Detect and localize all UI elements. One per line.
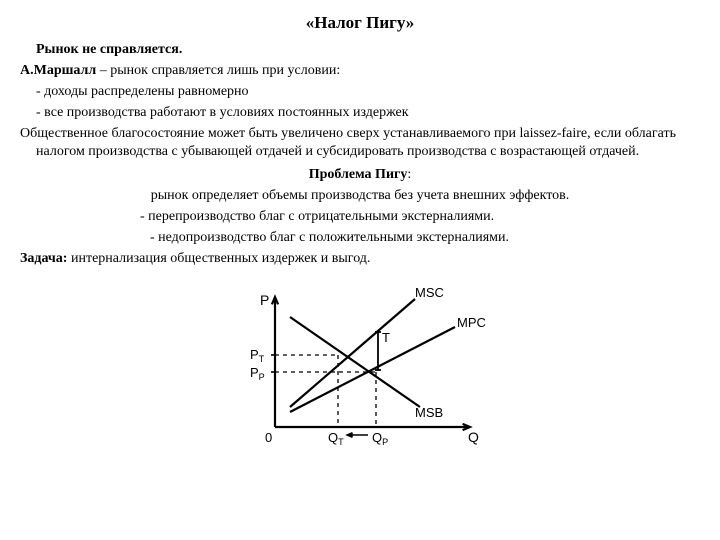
para-welfare: Общественное благосостояние может быть у…	[20, 125, 700, 163]
svg-text:MSC: MSC	[415, 285, 444, 300]
line-market-fails: Рынок не справляется.	[20, 41, 700, 60]
svg-text:MSB: MSB	[415, 405, 443, 420]
svg-text:T: T	[382, 330, 390, 345]
text: – рынок справляется лишь при условии:	[96, 63, 340, 78]
line-marshall: А.Маршалл – рынок справляется лишь при у…	[20, 62, 700, 81]
bullet-overproduction: - перепроизводство благ с отрицательными…	[20, 208, 700, 227]
svg-text:Q: Q	[468, 429, 479, 445]
svg-text:P: P	[260, 292, 269, 308]
line-task: Задача: интернализация общественных изде…	[20, 250, 700, 269]
text: интернализация общественных издержек и в…	[67, 251, 370, 266]
text-bold: Задача:	[20, 251, 67, 266]
text-bold: Рынок не справляется.	[36, 42, 182, 57]
line-market-volumes: рынок определяет объемы производства без…	[20, 187, 700, 206]
bullet-underproduction: - недопроизводство благ с положительными…	[20, 229, 700, 248]
text-bold: А.Маршалл	[20, 63, 96, 78]
svg-text:0: 0	[265, 430, 272, 445]
pigou-chart: PQ0MSCMPCMSBTPTPPQTQP	[20, 277, 700, 457]
chart-svg: PQ0MSCMPCMSBTPTPPQTQP	[220, 277, 500, 457]
bullet-income: - доходы распределены равномерно	[20, 83, 700, 102]
subheading-pigou: Проблема Пигу:	[20, 166, 700, 185]
bullet-production: - все производства работают в условиях п…	[20, 104, 700, 123]
svg-text:MPC: MPC	[457, 315, 486, 330]
page-title: «Налог Пигу»	[20, 12, 700, 35]
